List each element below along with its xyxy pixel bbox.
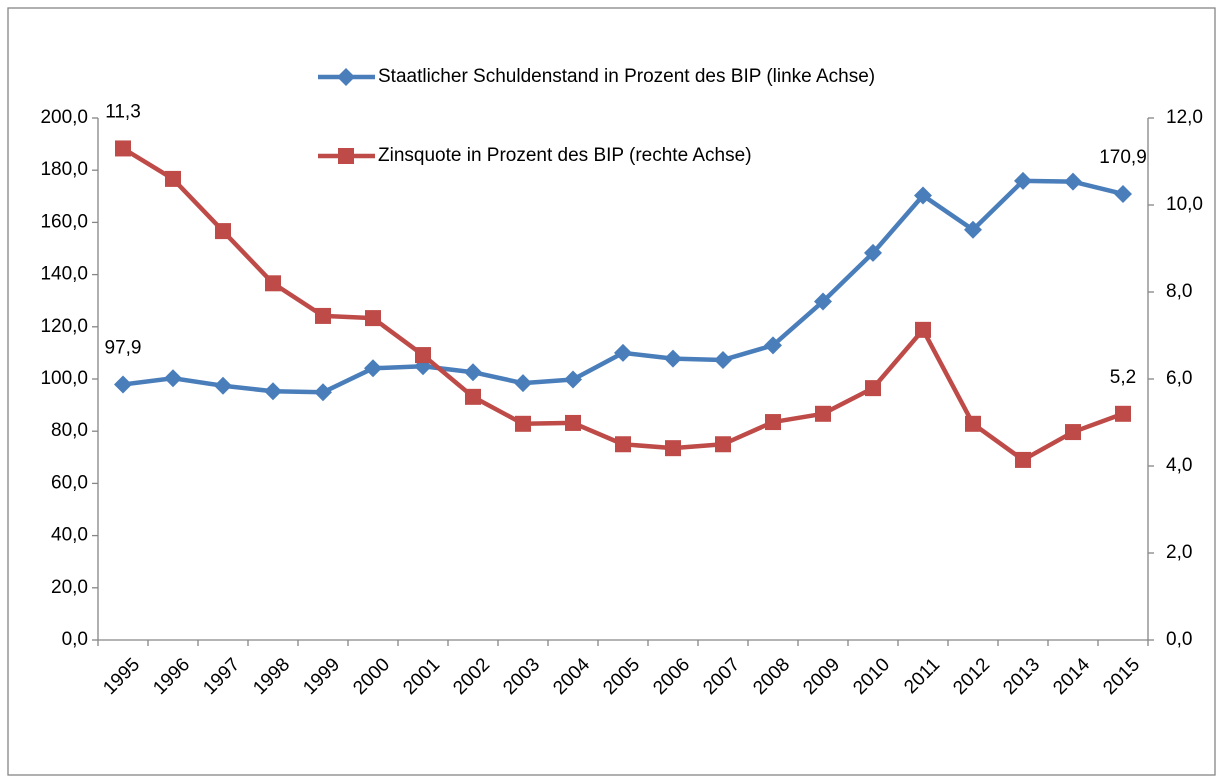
data-point: [165, 170, 181, 187]
data-point: [164, 369, 182, 388]
data-point: [864, 243, 882, 262]
y2-tick-label: 6,0: [1166, 368, 1192, 389]
y-tick-label: 200,0: [40, 107, 88, 128]
data-point: [664, 349, 682, 368]
data-point: [665, 440, 681, 457]
data-point: [914, 186, 932, 205]
y2-tick-label: 12,0: [1166, 107, 1203, 128]
data-point: [314, 383, 332, 402]
y2-tick-label: 0,0: [1166, 629, 1192, 650]
data-point: [515, 415, 531, 432]
data-point: [964, 220, 982, 239]
y-tick-label: 100,0: [40, 368, 88, 389]
data-point: [1015, 451, 1031, 468]
legend-label: Staatlicher Schuldenstand in Prozent des…: [378, 66, 875, 87]
y-tick-label: 20,0: [51, 577, 88, 598]
y-tick-label: 60,0: [51, 472, 88, 493]
y2-tick-label: 2,0: [1166, 542, 1192, 563]
y2-tick-label: 10,0: [1166, 194, 1203, 215]
data-point: [364, 359, 382, 378]
data-point: [114, 375, 132, 394]
data-point: [315, 307, 331, 324]
data-point: [215, 223, 231, 240]
data-point: [1014, 171, 1032, 190]
y-tick-label: 0,0: [62, 629, 88, 650]
y2-tick-label: 8,0: [1166, 281, 1192, 302]
y-tick-label: 120,0: [40, 316, 88, 337]
y-tick-label: 80,0: [51, 420, 88, 441]
legend-label: Zinsquote in Prozent des BIP (rechte Ach…: [378, 145, 752, 166]
data-point: [415, 347, 431, 364]
data-point: [214, 376, 232, 395]
y-tick-label: 140,0: [40, 264, 88, 285]
data-point: [1065, 424, 1081, 441]
y-tick-label: 180,0: [40, 159, 88, 180]
legend-marker: [338, 148, 354, 164]
data-point: [865, 380, 881, 397]
y-tick-label: 160,0: [40, 211, 88, 232]
data-label: 170,9: [1099, 147, 1147, 168]
data-point: [764, 336, 782, 355]
data-point: [1064, 172, 1082, 191]
data-point: [1115, 405, 1131, 422]
data-point: [615, 436, 631, 453]
data-point: [765, 414, 781, 431]
data-point: [365, 310, 381, 327]
data-point: [814, 292, 832, 311]
data-point: [465, 388, 481, 405]
data-label: 11,3: [105, 101, 141, 122]
y2-tick-label: 4,0: [1166, 455, 1192, 476]
data-point: [265, 275, 281, 292]
data-point: [464, 363, 482, 382]
data-point: [715, 436, 731, 453]
chart-border: [7, 7, 1216, 776]
data-point: [915, 321, 931, 338]
data-label: 97,9: [105, 337, 142, 358]
y-tick-label: 40,0: [51, 525, 88, 546]
data-point: [264, 382, 282, 401]
data-point: [1114, 184, 1132, 203]
data-label: 5,2: [1110, 367, 1136, 388]
legend-marker: [337, 68, 355, 86]
data-point: [714, 350, 732, 369]
data-point: [564, 370, 582, 389]
data-point: [115, 140, 131, 157]
data-point: [565, 414, 581, 431]
data-point: [614, 343, 632, 362]
data-point: [965, 415, 981, 432]
data-point: [815, 405, 831, 422]
data-point: [514, 374, 532, 393]
